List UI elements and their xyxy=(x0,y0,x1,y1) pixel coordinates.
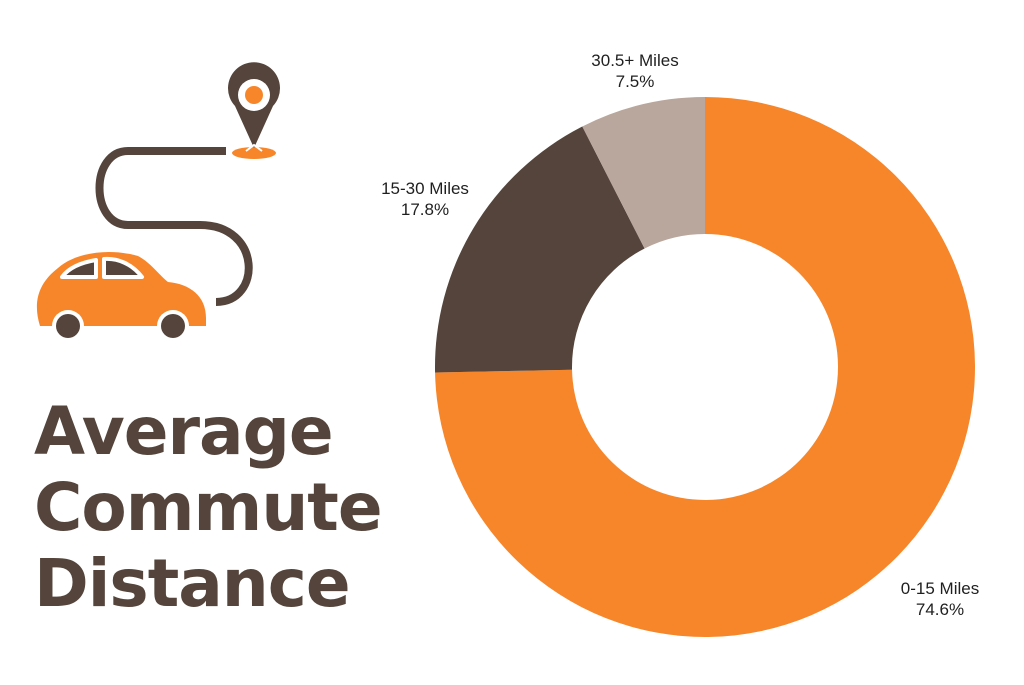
title-line-2: Commute xyxy=(34,469,383,546)
car-icon xyxy=(36,252,207,342)
donut-segment-30-5-miles xyxy=(582,97,705,249)
title-line-1: Average xyxy=(34,393,334,470)
route-path-icon xyxy=(95,147,253,306)
label-15-30-name: 15-30 Miles xyxy=(381,179,469,198)
label-0-15-name: 0-15 Miles xyxy=(900,579,980,598)
donut-segment-15-30-miles xyxy=(435,126,645,373)
donut-segment-0-15-miles xyxy=(435,97,975,637)
label-0-15-miles: 0-15 Miles 74.6% xyxy=(870,578,1010,620)
label-30plus-miles: 30.5+ Miles 7.5% xyxy=(560,50,710,92)
title-line-3: Distance xyxy=(34,545,351,622)
label-15-30-pct: 17.8% xyxy=(400,200,450,219)
pin-base-icon xyxy=(232,147,276,159)
label-0-15-pct: 74.6% xyxy=(915,600,965,619)
commute-illustration xyxy=(36,62,280,342)
chart-title: Average Commute Distance xyxy=(34,393,383,622)
location-pin-icon xyxy=(228,62,280,152)
label-30plus-pct: 7.5% xyxy=(615,72,655,91)
label-30plus-name: 30.5+ Miles xyxy=(591,51,679,70)
label-15-30-miles: 15-30 Miles 17.8% xyxy=(350,178,500,220)
